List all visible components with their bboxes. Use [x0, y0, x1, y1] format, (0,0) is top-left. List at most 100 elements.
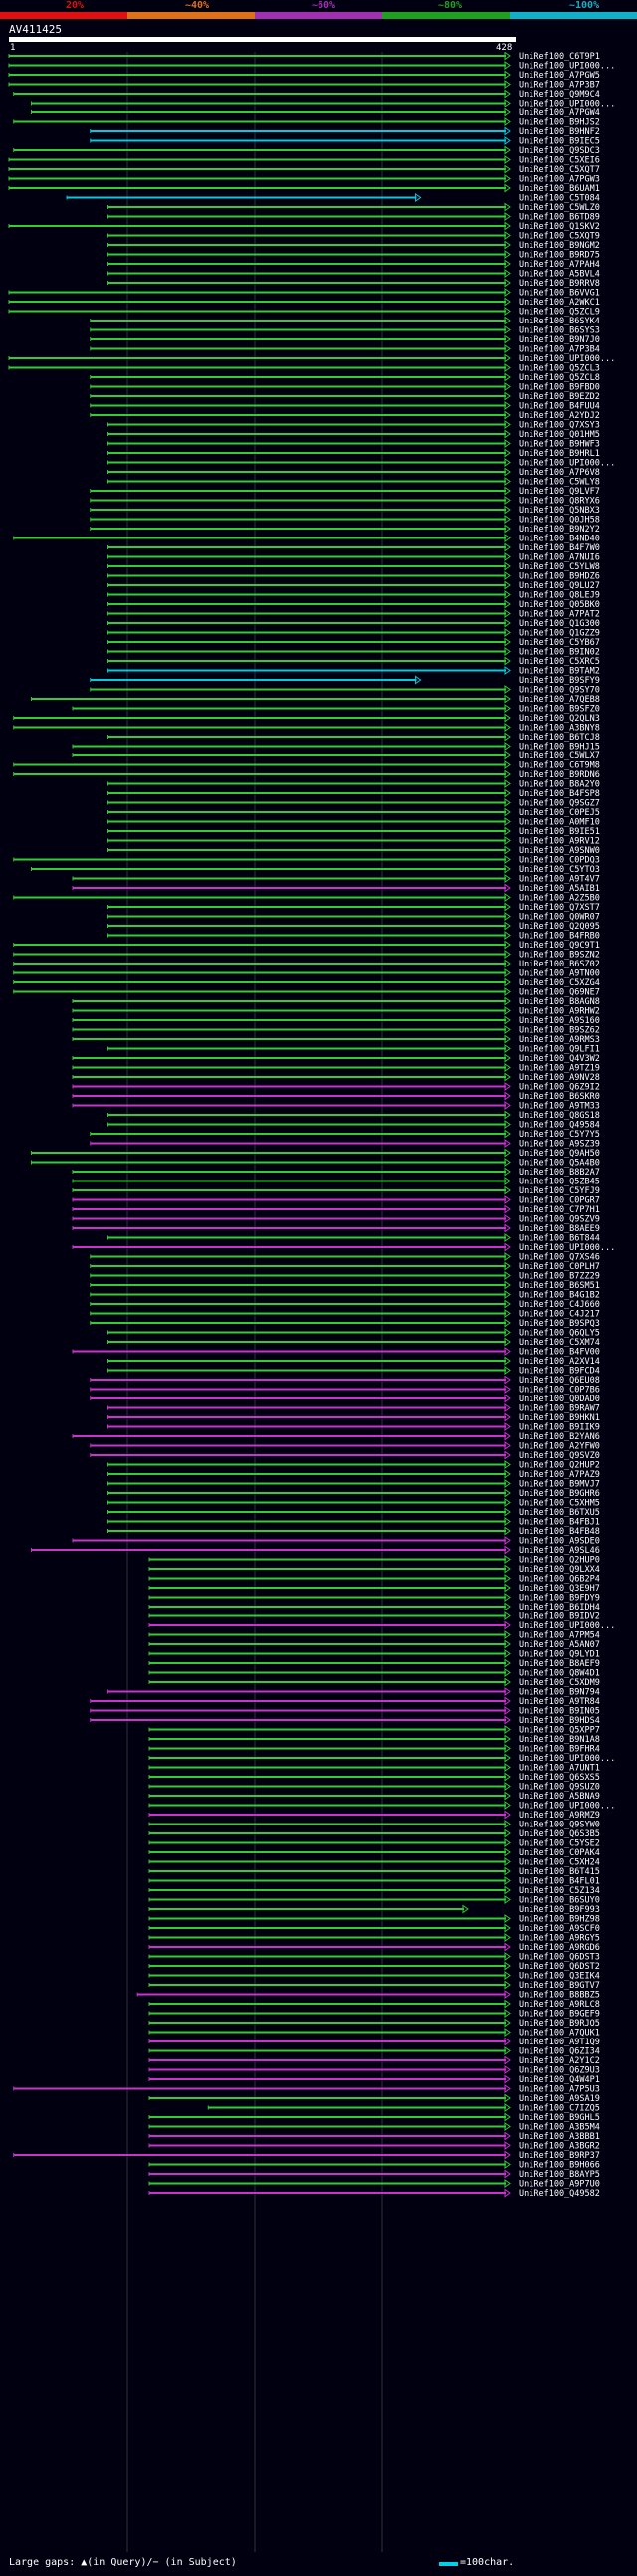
- hit-label[interactable]: UniRef100_B8AEE9: [519, 1224, 600, 1234]
- hit-label[interactable]: UniRef100_B9FBD0: [519, 383, 600, 393]
- hit-label[interactable]: UniRef100_Q6SXS5: [519, 1773, 600, 1783]
- alignment-hit-row[interactable]: UniRef100_B9HJS2: [13, 117, 600, 128]
- hit-label[interactable]: UniRef100_B9N2Y2: [519, 525, 600, 535]
- hit-label[interactable]: UniRef100_Q9SVZ0: [519, 1451, 600, 1461]
- hit-label[interactable]: UniRef100_A9TR84: [519, 1697, 600, 1707]
- alignment-hit-row[interactable]: UniRef100_B6TCJ8: [107, 732, 600, 743]
- alignment-hit-row[interactable]: UniRef100_B9TAM2: [107, 666, 600, 677]
- hit-label[interactable]: UniRef100_C0PGR7: [519, 1196, 600, 1206]
- alignment-hit-row[interactable]: UniRef100_A2YFW0: [90, 1441, 600, 1452]
- alignment-hit-row[interactable]: UniRef100_B6TXU5: [107, 1507, 600, 1518]
- hit-label[interactable]: UniRef100_B4FV00: [519, 1348, 600, 1358]
- hit-label[interactable]: UniRef100_C5XH24: [519, 1858, 600, 1868]
- alignment-hit-row[interactable]: UniRef100_A9RV12: [107, 836, 600, 847]
- hit-label[interactable]: UniRef100_B9HJS2: [519, 118, 600, 128]
- alignment-hit-row[interactable]: UniRef100_Q6ZI34: [148, 2046, 600, 2057]
- hit-label[interactable]: UniRef100_C5WLY8: [519, 478, 600, 488]
- hit-label[interactable]: UniRef100_B8B2A7: [519, 1168, 600, 1178]
- alignment-hit-row[interactable]: UniRef100_B6IDH4: [148, 1602, 600, 1612]
- hit-label[interactable]: UniRef100_B9HRL1: [519, 449, 600, 459]
- hit-label[interactable]: UniRef100_UPI000...: [519, 1754, 615, 1764]
- hit-label[interactable]: UniRef100_B9RAW7: [519, 1404, 600, 1414]
- hit-label[interactable]: UniRef100_C5YTO3: [519, 865, 600, 875]
- alignment-hit-row[interactable]: UniRef100_B8AYP5: [148, 2169, 600, 2180]
- hit-label[interactable]: UniRef100_A9S160: [519, 1016, 600, 1026]
- alignment-hit-row[interactable]: UniRef100_Q6SXS5: [148, 1772, 600, 1783]
- alignment-hit-row[interactable]: UniRef100_Q9LU27: [107, 580, 600, 591]
- alignment-hit-row[interactable]: UniRef100_Q1GZZ9: [107, 628, 600, 639]
- alignment-hit-row[interactable]: UniRef100_B6TD89: [107, 212, 600, 223]
- hit-label[interactable]: UniRef100_B9N794: [519, 1688, 600, 1698]
- hit-label[interactable]: UniRef100_B9SZ62: [519, 1026, 600, 1036]
- alignment-hit-row[interactable]: UniRef100_B6SUY0: [148, 1895, 600, 1906]
- alignment-hit-row[interactable]: UniRef100_B9RJO5: [148, 2018, 600, 2029]
- alignment-hit-row[interactable]: UniRef100_A5BNA9: [148, 1791, 600, 1802]
- hit-label[interactable]: UniRef100_Q9SYW0: [519, 1821, 600, 1830]
- hit-label[interactable]: UniRef100_B9IEC5: [519, 137, 600, 147]
- hit-label[interactable]: UniRef100_UPI000...: [519, 100, 615, 109]
- alignment-hit-row[interactable]: UniRef100_B9HKN1: [107, 1412, 600, 1423]
- alignment-hit-row[interactable]: UniRef100_C5Z134: [148, 1885, 600, 1896]
- alignment-hit-row[interactable]: UniRef100_Q49582: [148, 2188, 600, 2199]
- alignment-hit-row[interactable]: UniRef100_B9RRV8: [107, 278, 600, 289]
- hit-label[interactable]: UniRef100_A3B5M4: [519, 2123, 600, 2133]
- alignment-hit-row[interactable]: UniRef100_B9MVJ7: [107, 1479, 600, 1490]
- alignment-hit-row[interactable]: UniRef100_Q6B2P4: [148, 1574, 600, 1585]
- alignment-hit-row[interactable]: UniRef100_B9NGM2: [107, 240, 600, 251]
- hit-label[interactable]: UniRef100_B9IE51: [519, 827, 600, 837]
- hit-label[interactable]: UniRef100_A2XV14: [519, 1357, 600, 1367]
- alignment-hit-row[interactable]: UniRef100_A7P5U3: [13, 2084, 600, 2095]
- alignment-hit-row[interactable]: UniRef100_B9HZ98: [148, 1914, 600, 1925]
- hit-label[interactable]: UniRef100_Q69NE7: [519, 988, 600, 998]
- hit-label[interactable]: UniRef100_Q5ZCL9: [519, 308, 600, 318]
- hit-label[interactable]: UniRef100_Q6EU08: [519, 1376, 600, 1386]
- hit-label[interactable]: UniRef100_B9EZD2: [519, 392, 600, 402]
- hit-label[interactable]: UniRef100_B4FBJ1: [519, 1518, 600, 1528]
- hit-label[interactable]: UniRef100_B9HWF3: [519, 440, 600, 450]
- hit-label[interactable]: UniRef100_B6SZ02: [519, 960, 600, 969]
- hit-label[interactable]: UniRef100_A7PM54: [519, 1631, 600, 1641]
- alignment-hit-row[interactable]: UniRef100_A2Z5B0: [13, 893, 600, 904]
- alignment-hit-row[interactable]: UniRef100_B4G1B2: [90, 1290, 600, 1301]
- alignment-hit-row[interactable]: UniRef100_C6T9P1: [8, 52, 600, 62]
- alignment-hit-row[interactable]: UniRef100_Q8LEJ9: [107, 590, 600, 601]
- hit-label[interactable]: UniRef100_B9RDN6: [519, 770, 600, 780]
- hit-label[interactable]: UniRef100_Q9LVF7: [519, 487, 600, 497]
- hit-label[interactable]: UniRef100_B6T415: [519, 1867, 600, 1877]
- hit-label[interactable]: UniRef100_Q2HUP0: [519, 1556, 600, 1566]
- hit-label[interactable]: UniRef100_A9TN00: [519, 969, 600, 979]
- hit-label[interactable]: UniRef100_A9RV12: [519, 837, 600, 847]
- alignment-hit-row[interactable]: UniRef100_Q69NE7: [13, 987, 600, 998]
- alignment-hit-row[interactable]: UniRef100_Q9SY70: [90, 685, 600, 696]
- hit-label[interactable]: UniRef100_Q9LFI1: [519, 1045, 600, 1055]
- alignment-hit-row[interactable]: UniRef100_Q9M9C4: [13, 89, 600, 100]
- alignment-hit-row[interactable]: UniRef100_B9FHR4: [148, 1744, 600, 1755]
- hit-label[interactable]: UniRef100_A7PAH4: [519, 260, 600, 270]
- hit-label[interactable]: UniRef100_B9IN02: [519, 648, 600, 658]
- hit-label[interactable]: UniRef100_C5XDM9: [519, 1678, 600, 1688]
- alignment-hit-row[interactable]: UniRef100_B9N7J0: [90, 334, 600, 345]
- hit-label[interactable]: UniRef100_Q5ZCL3: [519, 364, 600, 374]
- alignment-hit-row[interactable]: UniRef100_B4FBJ1: [107, 1517, 600, 1528]
- alignment-hit-row[interactable]: UniRef100_C5XEI6: [8, 155, 600, 166]
- hit-label[interactable]: UniRef100_Q7XSY3: [519, 421, 600, 431]
- alignment-hit-row[interactable]: UniRef100_C5XDM9: [148, 1677, 600, 1688]
- alignment-hit-row[interactable]: UniRef100_B9HJ15: [72, 742, 600, 752]
- alignment-hit-row[interactable]: UniRef100_B9N794: [107, 1687, 600, 1698]
- hit-label[interactable]: UniRef100_C5YLW8: [519, 562, 600, 572]
- hit-label[interactable]: UniRef100_Q05BK0: [519, 600, 600, 610]
- alignment-hit-row[interactable]: UniRef100_Q8W4D1: [148, 1668, 600, 1679]
- alignment-hit-row[interactable]: UniRef100_A9RMZ9: [148, 1810, 600, 1821]
- hit-label[interactable]: UniRef100_B6SM51: [519, 1281, 600, 1291]
- hit-label[interactable]: UniRef100_A3BBB1: [519, 2132, 600, 2142]
- hit-label[interactable]: UniRef100_B9SFZ0: [519, 705, 600, 715]
- alignment-hit-row[interactable]: UniRef100_C5XQT7: [8, 164, 600, 175]
- hit-label[interactable]: UniRef100_C6T9P1: [519, 52, 600, 62]
- alignment-hit-row[interactable]: UniRef100_A3BGR2: [148, 2141, 600, 2152]
- hit-label[interactable]: UniRef100_Q2HUP2: [519, 1461, 600, 1471]
- hit-label[interactable]: UniRef100_Q0DAD0: [519, 1395, 600, 1404]
- alignment-hit-row[interactable]: UniRef100_Q5ZCL9: [8, 307, 600, 318]
- alignment-hit-row[interactable]: UniRef100_Q0WR07: [107, 912, 600, 923]
- alignment-hit-row[interactable]: UniRef100_B9IDV2: [148, 1611, 600, 1622]
- alignment-hit-row[interactable]: UniRef100_Q5ZB45: [72, 1177, 600, 1187]
